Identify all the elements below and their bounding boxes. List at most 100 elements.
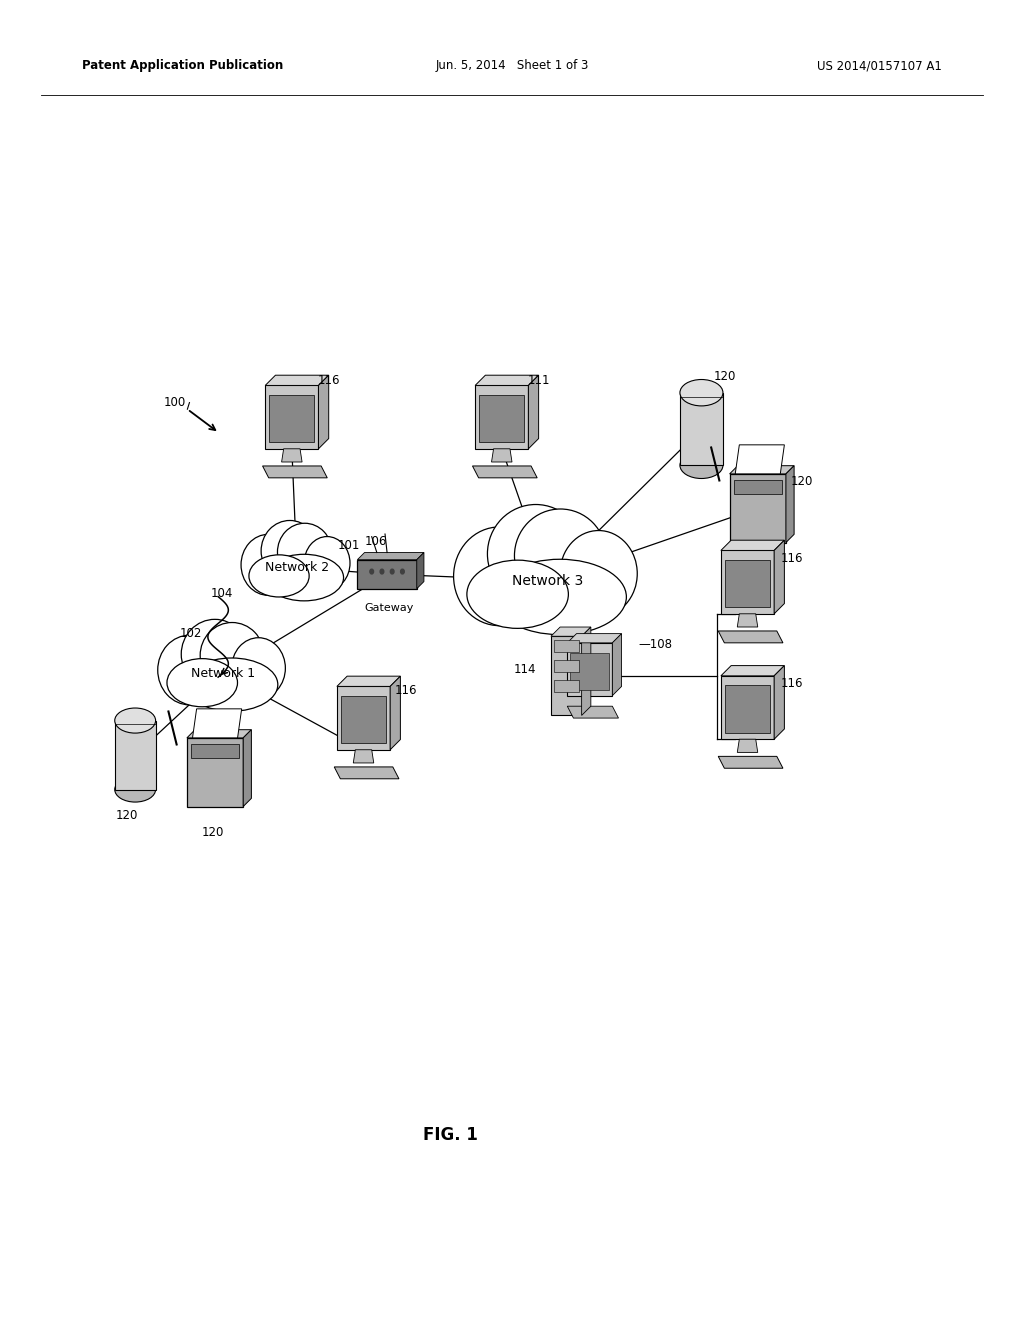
Polygon shape [786, 466, 795, 543]
Ellipse shape [185, 657, 278, 711]
Polygon shape [334, 767, 399, 779]
Circle shape [390, 569, 394, 574]
FancyBboxPatch shape [567, 643, 612, 696]
FancyBboxPatch shape [721, 676, 774, 739]
FancyBboxPatch shape [551, 636, 582, 715]
Text: Network 2: Network 2 [265, 561, 329, 574]
Text: Gateway: Gateway [365, 603, 414, 614]
Ellipse shape [487, 504, 584, 603]
Ellipse shape [467, 560, 568, 628]
Text: Patent Application Publication: Patent Application Publication [82, 59, 284, 73]
Polygon shape [193, 709, 242, 738]
FancyBboxPatch shape [475, 385, 528, 449]
Polygon shape [282, 449, 302, 462]
Ellipse shape [181, 619, 249, 689]
FancyBboxPatch shape [680, 392, 723, 465]
Ellipse shape [264, 554, 344, 601]
FancyBboxPatch shape [725, 685, 770, 733]
FancyBboxPatch shape [190, 744, 239, 758]
Ellipse shape [680, 379, 723, 407]
Polygon shape [718, 756, 783, 768]
Ellipse shape [167, 659, 238, 706]
Polygon shape [737, 614, 758, 627]
Text: 116: 116 [780, 677, 803, 690]
Text: Jun. 5, 2014   Sheet 1 of 3: Jun. 5, 2014 Sheet 1 of 3 [435, 59, 589, 73]
Polygon shape [528, 375, 539, 449]
Polygon shape [774, 665, 784, 739]
Ellipse shape [454, 527, 546, 626]
Text: 116: 116 [780, 552, 803, 565]
FancyBboxPatch shape [554, 640, 579, 652]
Text: 104: 104 [211, 587, 233, 601]
Text: Network 3: Network 3 [512, 574, 584, 587]
Polygon shape [737, 739, 758, 752]
FancyBboxPatch shape [725, 560, 770, 607]
Ellipse shape [249, 554, 309, 597]
Polygon shape [582, 627, 591, 715]
Polygon shape [265, 375, 329, 385]
Text: 116: 116 [317, 374, 340, 387]
Ellipse shape [231, 638, 286, 698]
Ellipse shape [115, 708, 156, 733]
FancyBboxPatch shape [357, 560, 417, 589]
Polygon shape [774, 540, 784, 614]
FancyBboxPatch shape [733, 480, 782, 494]
Text: 101: 101 [338, 539, 360, 552]
Text: Network 1: Network 1 [191, 667, 255, 680]
Text: 120: 120 [791, 475, 813, 488]
Polygon shape [262, 466, 328, 478]
FancyBboxPatch shape [341, 696, 386, 743]
Text: 114: 114 [514, 663, 537, 676]
Text: 106: 106 [365, 535, 387, 548]
Polygon shape [551, 627, 591, 636]
FancyBboxPatch shape [729, 474, 786, 543]
Text: US 2014/0157107 A1: US 2014/0157107 A1 [817, 59, 942, 73]
Text: 120: 120 [116, 809, 138, 822]
FancyBboxPatch shape [265, 385, 318, 449]
Ellipse shape [278, 523, 332, 581]
Ellipse shape [494, 560, 627, 635]
Polygon shape [721, 540, 784, 550]
Ellipse shape [115, 777, 156, 803]
Polygon shape [718, 631, 783, 643]
Ellipse shape [200, 623, 264, 689]
FancyBboxPatch shape [554, 680, 579, 692]
Ellipse shape [560, 531, 637, 616]
Polygon shape [337, 676, 400, 686]
Polygon shape [475, 375, 539, 385]
Text: —108: —108 [638, 638, 672, 651]
Text: 120: 120 [202, 826, 224, 840]
Polygon shape [417, 553, 424, 589]
Text: 111: 111 [527, 374, 550, 387]
Text: FIG. 1: FIG. 1 [423, 1126, 478, 1144]
Text: 120: 120 [714, 370, 736, 383]
Polygon shape [721, 665, 784, 676]
Polygon shape [472, 466, 538, 478]
Circle shape [380, 569, 384, 574]
Polygon shape [492, 449, 512, 462]
Polygon shape [612, 634, 622, 696]
Polygon shape [567, 634, 622, 643]
FancyBboxPatch shape [115, 721, 156, 789]
FancyBboxPatch shape [337, 686, 390, 750]
Polygon shape [729, 466, 795, 474]
Ellipse shape [514, 510, 606, 602]
Polygon shape [390, 676, 400, 750]
Polygon shape [735, 445, 784, 474]
FancyBboxPatch shape [554, 660, 579, 672]
FancyBboxPatch shape [479, 395, 524, 442]
Circle shape [370, 569, 374, 574]
Polygon shape [353, 750, 374, 763]
Text: 116: 116 [394, 684, 417, 697]
Ellipse shape [158, 635, 221, 705]
FancyBboxPatch shape [570, 653, 609, 690]
Ellipse shape [304, 536, 350, 590]
Polygon shape [357, 553, 424, 560]
Ellipse shape [680, 451, 723, 479]
Circle shape [400, 569, 404, 574]
Polygon shape [186, 730, 252, 738]
Text: 102: 102 [179, 627, 202, 640]
FancyBboxPatch shape [721, 550, 774, 614]
Polygon shape [567, 706, 618, 718]
Polygon shape [244, 730, 252, 807]
